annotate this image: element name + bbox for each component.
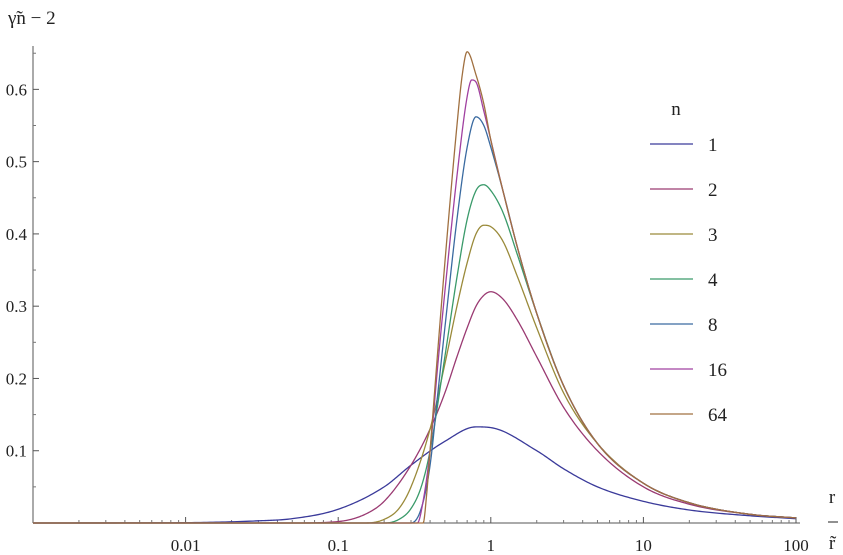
x-tick-label: 0.01	[171, 536, 201, 555]
y-axis-label: γ̃n − 2	[7, 8, 56, 29]
series-line-n-4	[33, 184, 797, 524]
x-tick-label: 10	[635, 536, 652, 555]
y-tick-label: 0.1	[6, 442, 27, 461]
series-line-n-16	[33, 79, 797, 524]
legend-label-n-1: 1	[708, 135, 718, 156]
x-tick-label: 1	[487, 536, 496, 555]
legend-title: n	[671, 99, 681, 120]
legend-label-n-8: 8	[708, 315, 718, 336]
series-line-n-1	[32, 426, 797, 524]
series-line-n-64	[33, 51, 797, 524]
x-tick-label: 100	[783, 536, 809, 555]
legend-label-n-16: 16	[708, 360, 727, 381]
series-line-n-2	[33, 291, 797, 524]
series-curves	[32, 51, 797, 524]
y-tick-label: 0.6	[6, 80, 27, 99]
axes	[32, 46, 800, 524]
x-tick-labels: 0.01 0.1 1 10 100	[171, 517, 809, 555]
legend: n 1 2 3 4 8 16 64	[650, 99, 728, 426]
y-tick-label: 0.2	[6, 369, 27, 388]
series-line-n-3	[33, 224, 797, 524]
y-axis-title: γ̃n − 2	[7, 8, 56, 29]
legend-items: 1 2 3 4 8 16 64	[650, 135, 728, 426]
y-tick-label: 0.5	[6, 153, 27, 172]
legend-label-n-4: 4	[708, 270, 718, 291]
legend-label-n-64: 64	[708, 405, 728, 426]
legend-label-n-3: 3	[708, 225, 718, 246]
y-tick-label: 0.4	[6, 225, 28, 244]
y-tick-labels: 0.1 0.2 0.3 0.4 0.5 0.6	[6, 52, 39, 488]
x-axis-label-denominator: r̃	[829, 533, 837, 554]
y-tick-label: 0.3	[6, 297, 27, 316]
x-axis-title: r r̃	[828, 487, 838, 554]
legend-label-n-2: 2	[708, 180, 718, 201]
x-axis-label-numerator: r	[829, 487, 836, 508]
x-tick-label: 0.1	[328, 536, 349, 555]
